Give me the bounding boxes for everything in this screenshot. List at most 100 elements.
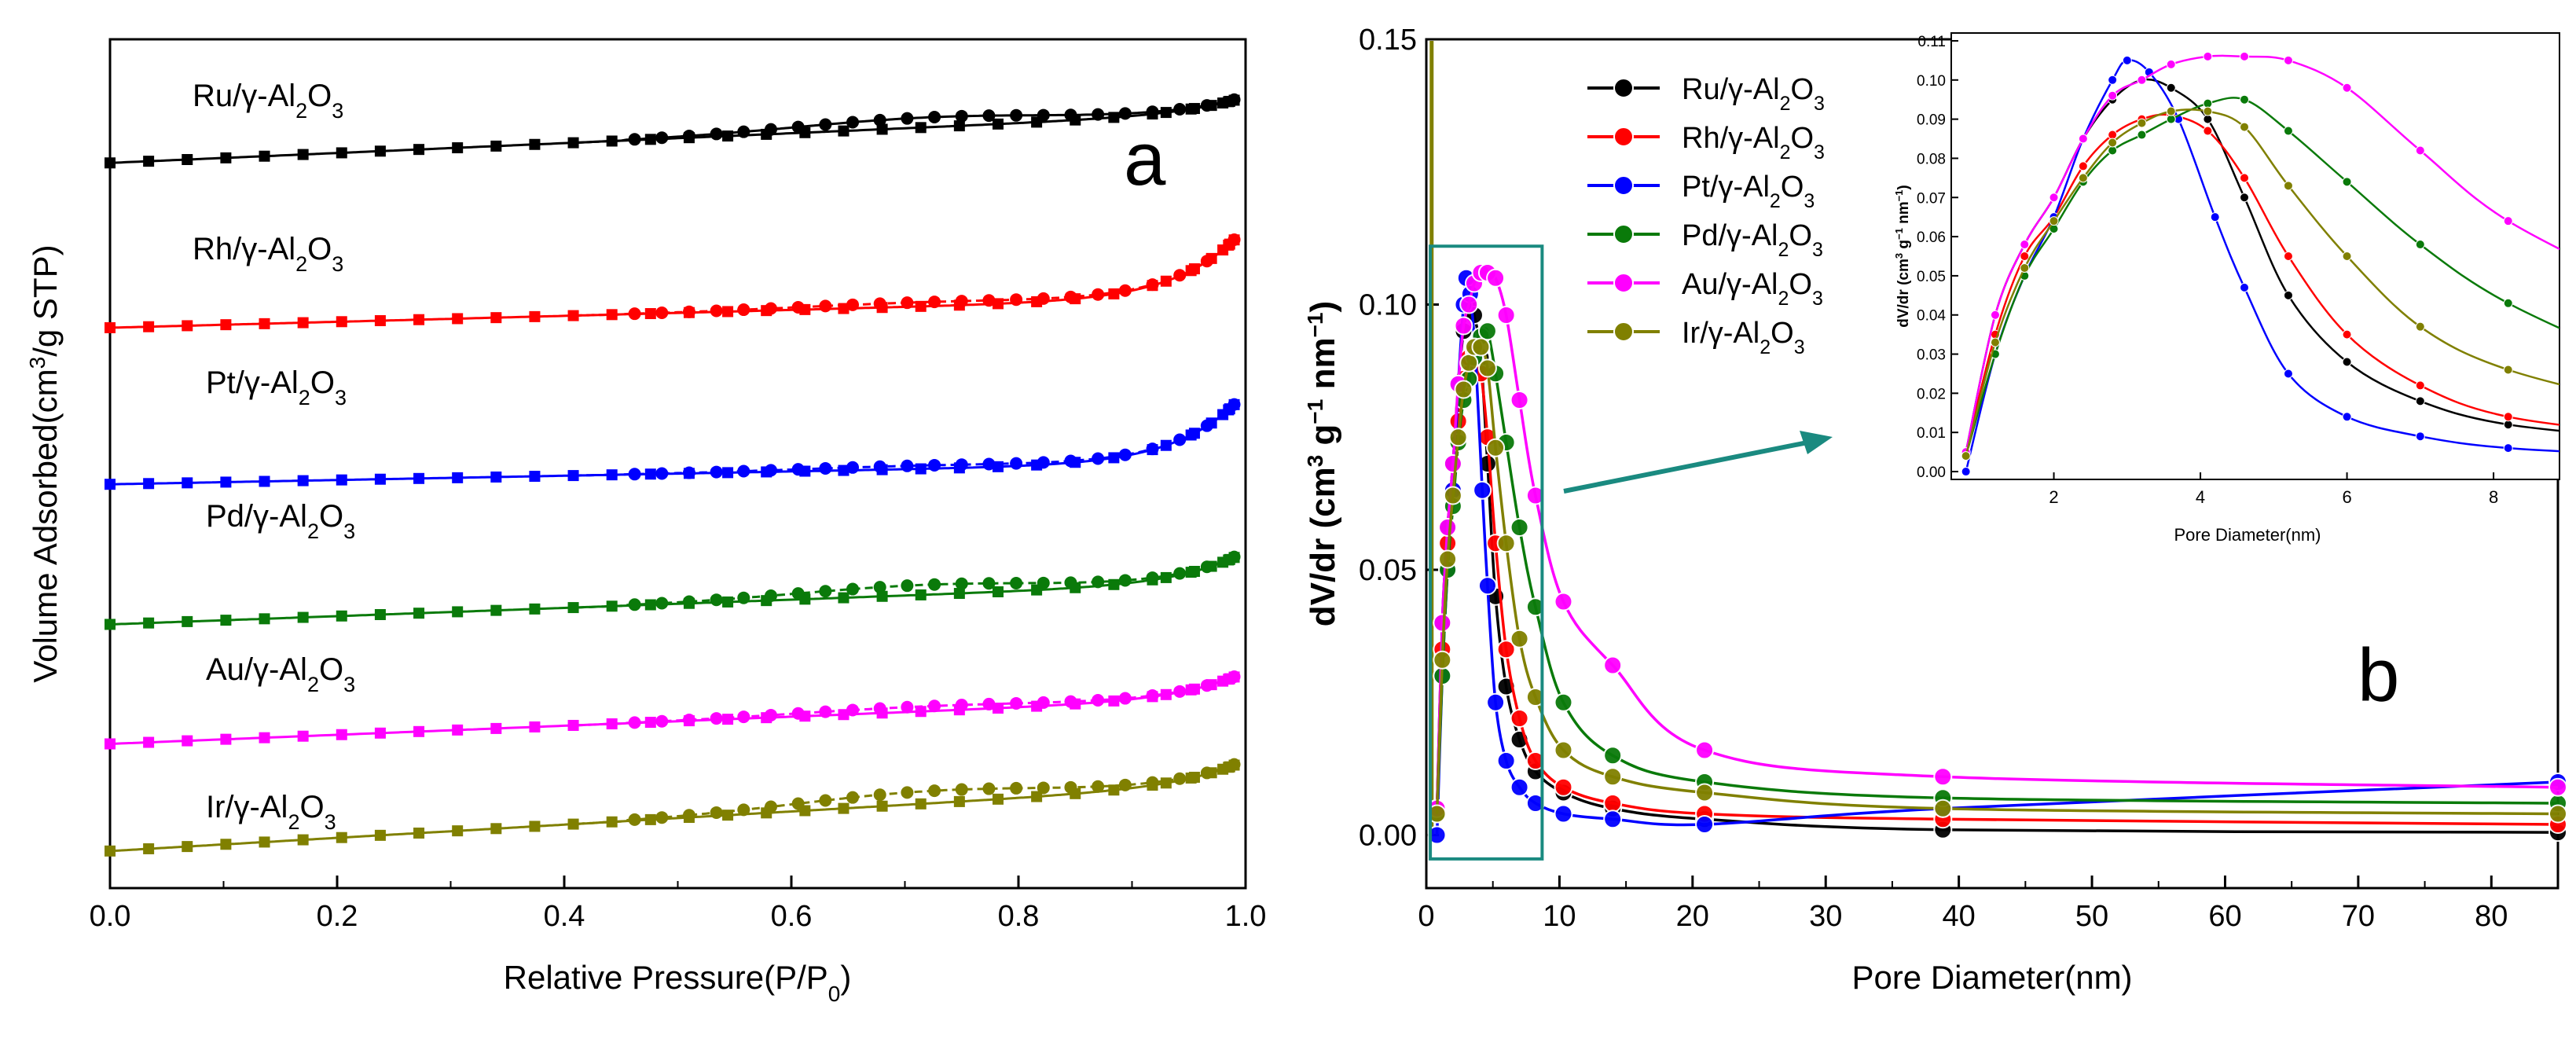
inset-pt-point <box>2503 443 2513 453</box>
pt-desorption-point <box>1227 398 1241 411</box>
rh-adsorption-point <box>374 315 386 327</box>
inset-au-point <box>2415 145 2425 156</box>
inset-chart: 2 4 6 8 0.00 0.01 0.02 0.03 0.04 0.05 0.06 0.07 0.08… <box>1893 32 2560 545</box>
ru-desorption-point <box>873 113 886 127</box>
ir-adsorption-point <box>838 802 849 814</box>
highlight-box <box>1429 244 1544 861</box>
ru-adsorption-point <box>606 135 618 147</box>
ru-desorption-point <box>628 133 641 146</box>
pt-desorption-point <box>1200 419 1213 432</box>
inset-ir-point <box>2240 122 2250 132</box>
inset-rh-point <box>2078 161 2088 171</box>
au-desorption-point <box>819 705 832 718</box>
pt-desorption-point <box>928 458 941 472</box>
pd-psd-point <box>1477 321 1497 341</box>
ru-adsorption-point <box>259 150 270 162</box>
au-adsorption-point <box>374 727 386 739</box>
panel-b-series <box>1427 41 2567 845</box>
inset-ir-point <box>2049 216 2059 226</box>
pt-desorption-point <box>764 464 777 477</box>
au-desorption-point <box>1092 693 1105 707</box>
au-psd-point <box>1603 655 1623 675</box>
y-tick-label: 0.15 <box>1359 24 1417 57</box>
pt-adsorption-point <box>143 478 155 490</box>
pt-desorption-point <box>682 466 695 479</box>
panel-a-letter: a <box>1124 117 1166 201</box>
ru-desorption-point <box>1200 99 1213 112</box>
ru-adsorption-point <box>992 118 1004 130</box>
au-desorption-point <box>1173 685 1187 698</box>
rh-adsorption-point <box>992 298 1004 310</box>
inset-au-point <box>2137 75 2147 85</box>
ir-adsorption-point <box>105 845 116 857</box>
ru-adsorption-point <box>336 147 347 159</box>
inset-rh-point <box>2203 126 2213 136</box>
inset-y-tick-label: 0.11 <box>1917 34 1946 50</box>
ru-desorption-point <box>1010 108 1023 122</box>
inset-ir-point <box>2342 251 2352 261</box>
au-psd-point <box>1443 454 1462 473</box>
pd-adsorption-point <box>992 586 1004 597</box>
ir-desorption-point <box>791 797 805 810</box>
ru-desorption-point <box>1227 93 1241 106</box>
panel-a: 0.0 0.2 0.4 0.6 0.8 1.0 Ru/γ-Al2O3 Rh/γ-Al2O3 P… <box>25 38 1266 1006</box>
pd-adsorption-point <box>644 599 656 611</box>
ir-desorption-point <box>1227 758 1241 771</box>
rh-desorption-point <box>764 302 777 315</box>
pd-adsorption-point <box>374 608 386 620</box>
au-adsorption-line <box>109 675 1235 745</box>
ir-adsorption-point <box>1160 777 1172 789</box>
pt-psd-point <box>1603 810 1623 829</box>
pd-adsorption-point <box>413 608 425 619</box>
rh-psd-point <box>1554 777 1573 797</box>
inset-ir-point <box>2108 138 2118 148</box>
ru-adsorption-point <box>876 123 888 135</box>
rh-desorption-point <box>901 296 914 310</box>
au-desorption-point <box>1037 696 1050 709</box>
au-adsorption-point <box>297 730 309 742</box>
x-tick-label: 0.8 <box>998 900 1040 933</box>
pd-desorption-point <box>928 578 941 591</box>
ir-desorption-point <box>873 788 886 802</box>
pt-desorption-point <box>1118 448 1132 461</box>
pt-desorption-point <box>1146 442 1159 456</box>
pt-desorption-point <box>873 460 886 473</box>
ru-desorption-point <box>819 118 832 131</box>
au-desorption-point <box>873 702 886 715</box>
pd-desorption-point <box>1092 575 1105 589</box>
pt-psd-point <box>1477 576 1497 596</box>
pd-desorption-point <box>1010 577 1023 590</box>
au-psd-line <box>1435 270 2559 809</box>
ir-desorption-point <box>628 813 641 826</box>
inset-y-tick-label: 0.04 <box>1917 308 1946 325</box>
pd-adsorption-point <box>182 615 193 627</box>
inset-series <box>1961 51 2559 477</box>
x-tick-label: 20 <box>1676 900 1709 933</box>
pt-adsorption-point <box>490 471 502 483</box>
inset-au-point <box>2020 240 2030 250</box>
inset-au-point <box>2203 51 2213 61</box>
au-psd-point <box>1433 613 1452 633</box>
x-tick-label: 0.2 <box>317 900 358 933</box>
pt-desorption-point <box>628 468 641 481</box>
au-desorption-point <box>982 697 996 710</box>
panel-b-axis-ticks: 0 10 20 30 40 50 60 70 80 0.00 0.05 0.10 0.15 <box>1359 24 2559 933</box>
legend-label-rh: Rh/γ-Al2O3 <box>1682 122 1825 163</box>
ir-psd-point <box>1443 486 1462 505</box>
pt-desorption-point <box>901 459 914 472</box>
ir-desorption-point <box>1037 781 1050 795</box>
pd-desorption-point <box>1200 560 1213 574</box>
inset-y-tick-label: 0.07 <box>1917 190 1946 207</box>
inset-rh-point <box>2240 173 2250 183</box>
legend-marker-pd <box>1613 224 1634 244</box>
pd-psd-point <box>1510 518 1529 537</box>
inset-ir-point <box>2137 118 2147 128</box>
pd-adsorption-point <box>220 615 232 626</box>
pt-desorption-point <box>710 465 723 479</box>
inset-ir-point <box>2503 365 2513 375</box>
au-adsorption-point <box>529 721 541 732</box>
pd-adsorption-point <box>606 600 618 612</box>
inset-x-tick-label: 6 <box>2342 487 2351 507</box>
zoom-arrowhead <box>1800 431 1833 454</box>
